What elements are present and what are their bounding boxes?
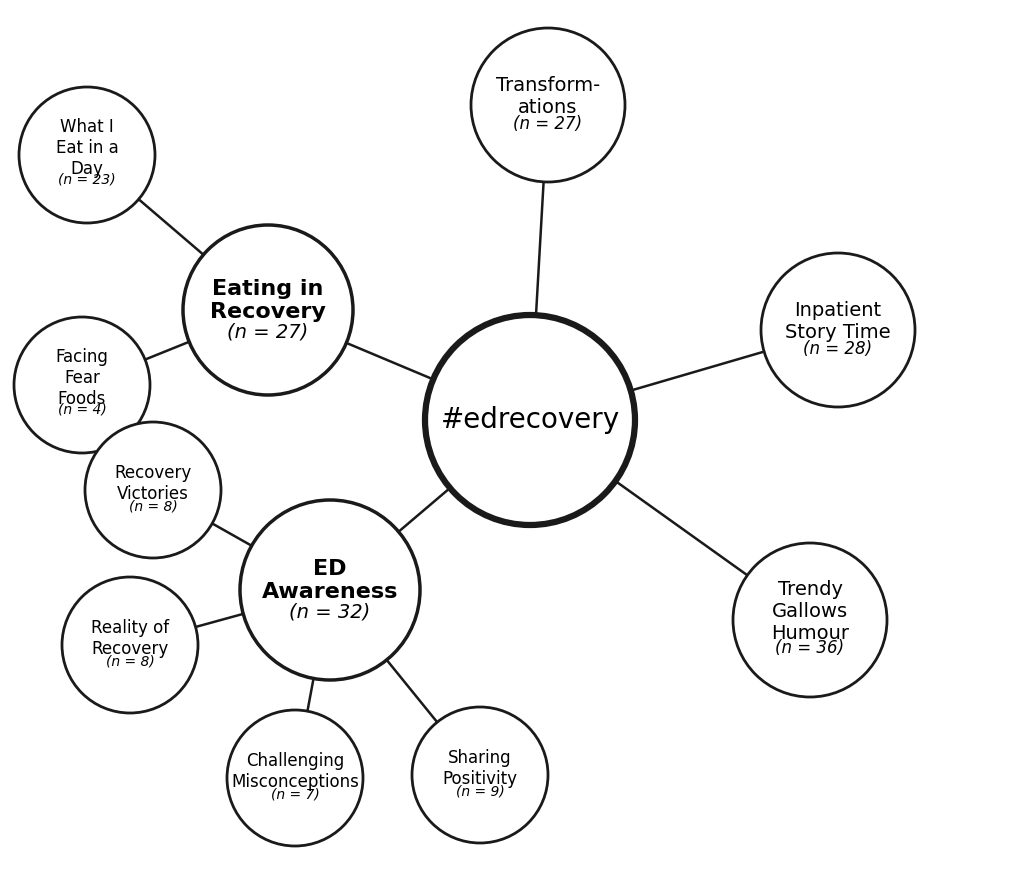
Circle shape xyxy=(761,253,915,407)
Text: #edrecovery: #edrecovery xyxy=(440,406,620,434)
Circle shape xyxy=(62,577,198,713)
Circle shape xyxy=(240,500,420,680)
Text: Sharing
Positivity: Sharing Positivity xyxy=(442,749,517,788)
Text: (n = 27): (n = 27) xyxy=(227,322,308,341)
Text: (n = 8): (n = 8) xyxy=(105,654,155,669)
Text: Facing
Fear
Foods: Facing Fear Foods xyxy=(55,348,109,408)
Text: (n = 4): (n = 4) xyxy=(57,403,106,416)
Circle shape xyxy=(183,225,353,395)
Text: (n = 32): (n = 32) xyxy=(290,602,371,621)
Text: (n = 9): (n = 9) xyxy=(456,784,505,798)
Text: (n = 7): (n = 7) xyxy=(270,787,319,801)
Text: (n = 36): (n = 36) xyxy=(775,639,845,657)
Text: (n = 8): (n = 8) xyxy=(129,500,177,513)
Circle shape xyxy=(425,315,635,525)
Circle shape xyxy=(227,710,362,846)
Text: Trendy
Gallows
Humour: Trendy Gallows Humour xyxy=(771,581,849,644)
Circle shape xyxy=(85,422,221,558)
Text: Recovery
Victories: Recovery Victories xyxy=(115,464,191,502)
Text: (n = 27): (n = 27) xyxy=(513,115,583,132)
Text: What I
Eat in a
Day: What I Eat in a Day xyxy=(55,118,119,178)
Circle shape xyxy=(412,707,548,843)
Circle shape xyxy=(471,28,625,182)
Text: (n = 23): (n = 23) xyxy=(58,172,116,187)
Text: ED
Awareness: ED Awareness xyxy=(262,559,398,602)
Text: Reality of
Recovery: Reality of Recovery xyxy=(91,619,169,658)
Text: Transform-
ations: Transform- ations xyxy=(496,76,600,117)
Text: Inpatient
Story Time: Inpatient Story Time xyxy=(785,301,891,342)
Circle shape xyxy=(19,87,155,223)
Text: (n = 28): (n = 28) xyxy=(804,340,872,358)
Circle shape xyxy=(733,543,887,697)
Text: Challenging
Misconceptions: Challenging Misconceptions xyxy=(231,752,359,790)
Text: Eating in
Recovery: Eating in Recovery xyxy=(210,279,326,322)
Circle shape xyxy=(14,317,150,453)
